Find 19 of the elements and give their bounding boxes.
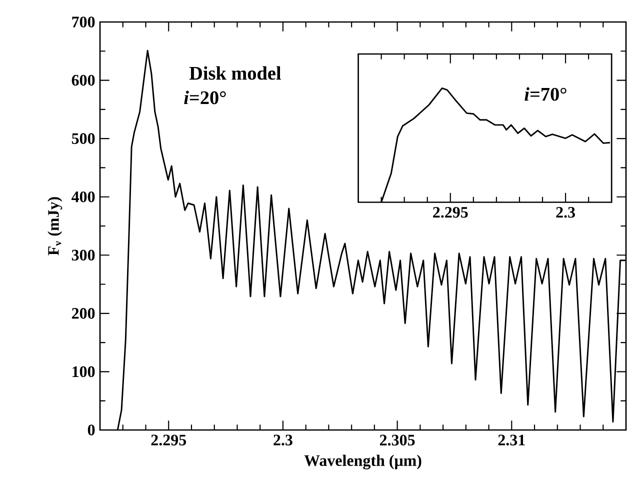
annotation: i=70°: [524, 87, 566, 101]
y-tick-label: 200: [72, 308, 95, 319]
x-tick-label: 2.31: [498, 434, 525, 446]
y-tick-label: 100: [72, 366, 95, 378]
x-tick-label: 2.295: [433, 206, 468, 218]
y-tick-label: 0: [88, 424, 95, 436]
x-tick-label: 2.3: [274, 434, 292, 446]
y-tick-label: 300: [72, 250, 95, 261]
y-tick-label: 400: [72, 191, 95, 202]
y-tick-label: 500: [72, 133, 95, 144]
x-tick-label: 2.305: [380, 434, 415, 446]
y-tick-label: 600: [72, 74, 95, 86]
annotation: Disk model: [189, 66, 281, 80]
x-tick-label: 2.295: [151, 434, 186, 446]
y-tick-label: 700: [72, 16, 95, 28]
y-axis-title: F$_{ν}$ (mJy): [48, 197, 62, 256]
x-tick-label: 2.3: [556, 206, 575, 218]
annotation: i=20°: [184, 90, 226, 104]
x-axis-title: Wavelength (μm): [304, 454, 422, 470]
